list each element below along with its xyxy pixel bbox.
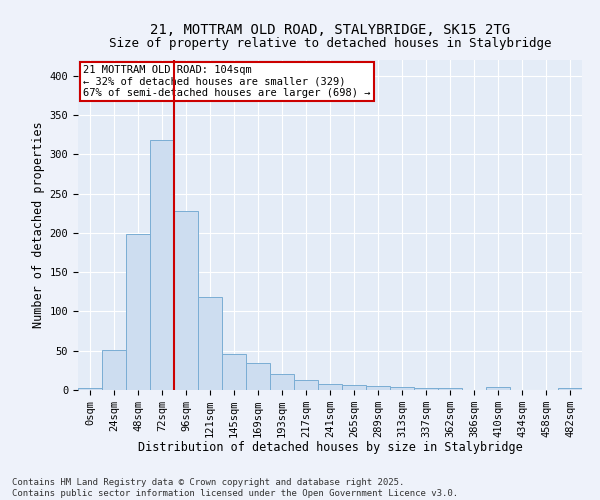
X-axis label: Distribution of detached houses by size in Stalybridge: Distribution of detached houses by size …	[137, 442, 523, 454]
Bar	[150, 140, 174, 390]
Bar	[246, 364, 270, 390]
Text: 21 MOTTRAM OLD ROAD: 104sqm
← 32% of detached houses are smaller (329)
67% of se: 21 MOTTRAM OLD ROAD: 104sqm ← 32% of det…	[83, 65, 371, 98]
Bar	[486, 387, 510, 390]
Bar	[222, 354, 246, 390]
Bar	[438, 388, 462, 390]
Bar	[126, 234, 150, 390]
Bar	[390, 387, 414, 390]
Bar	[318, 384, 342, 390]
Bar	[558, 388, 582, 390]
Bar	[270, 374, 294, 390]
Bar	[414, 388, 438, 390]
Bar	[198, 298, 222, 390]
Text: 21, MOTTRAM OLD ROAD, STALYBRIDGE, SK15 2TG: 21, MOTTRAM OLD ROAD, STALYBRIDGE, SK15 …	[150, 22, 510, 36]
Bar	[294, 380, 318, 390]
Text: Contains HM Land Registry data © Crown copyright and database right 2025.
Contai: Contains HM Land Registry data © Crown c…	[12, 478, 458, 498]
Text: Size of property relative to detached houses in Stalybridge: Size of property relative to detached ho…	[109, 38, 551, 51]
Bar	[342, 386, 366, 390]
Bar	[174, 211, 198, 390]
Bar	[102, 350, 126, 390]
Bar	[366, 386, 390, 390]
Bar	[78, 388, 102, 390]
Y-axis label: Number of detached properties: Number of detached properties	[32, 122, 46, 328]
